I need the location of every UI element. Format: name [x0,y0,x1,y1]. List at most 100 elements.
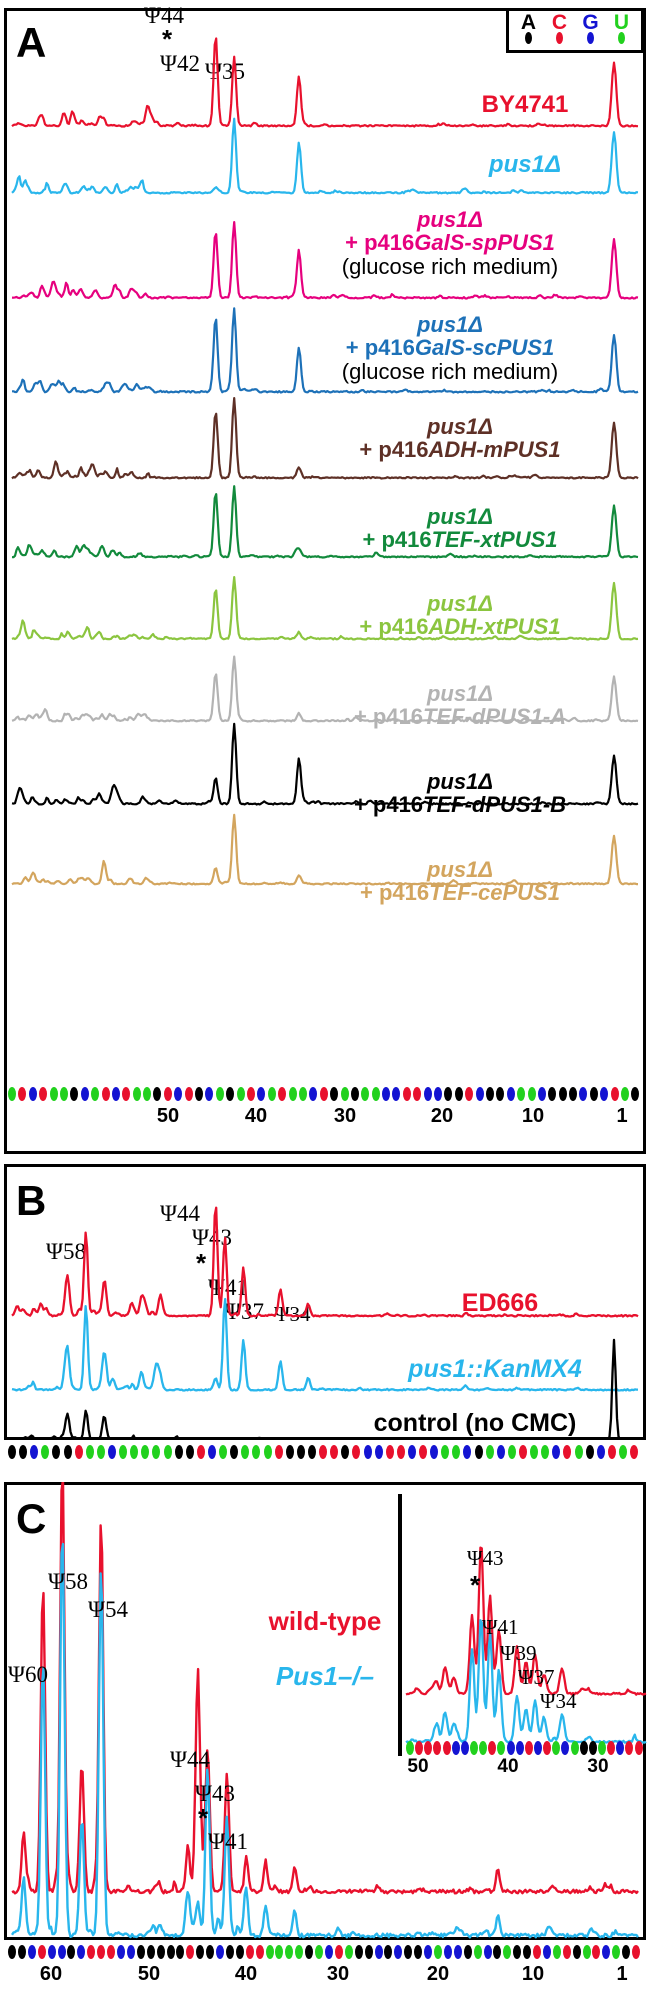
base-marker [602,1945,611,1959]
base-marker [563,1445,572,1459]
base-marker [67,1945,76,1959]
base-marker [433,1945,442,1959]
trace-line [12,307,639,394]
base-marker [463,1945,472,1959]
base-marker [141,1445,150,1459]
base-marker [207,1445,216,1459]
base-marker [451,1741,460,1755]
base-marker [496,1445,505,1459]
base-marker [274,1445,283,1459]
base-marker [415,1741,424,1755]
base-marker [474,1445,483,1459]
base-marker [600,1087,609,1101]
base-marker [632,1945,641,1959]
panel-c [4,1482,646,1940]
base-marker [307,1445,316,1459]
base-marker [37,1945,46,1959]
base-marker [257,1087,266,1101]
base-marker [424,1945,433,1959]
t8-l2-b: TEF-dPUS1-B [423,792,567,818]
base-marker [215,1087,224,1101]
panel-a [4,8,646,1154]
trace-label-gals-scpus1: pus1Δ + p416GalS-scPUS1 (glucose rich me… [280,313,620,383]
base-marker [136,1945,145,1959]
base-marker [517,1087,526,1101]
axis-tick: 40 [234,1963,258,1985]
base-marker [107,1945,116,1959]
base-marker [8,1087,16,1101]
base-marker [74,1445,83,1459]
base-marker [424,1741,433,1755]
base-marker [265,1945,274,1959]
base-marker [166,1945,175,1959]
base-marker [507,1445,516,1459]
axis-tick: 50 [137,1963,161,1985]
base-marker [483,1945,492,1959]
base-marker [596,1445,605,1459]
base-marker [107,1445,116,1459]
base-marker [96,1445,105,1459]
base-marker [111,1087,120,1101]
base-marker [630,1445,639,1459]
panel-b-letter: B [16,1177,47,1224]
legend-dot-u-icon [618,32,625,44]
base-marker [206,1945,215,1959]
base-marker [41,1445,50,1459]
base-marker [8,1945,16,1959]
base-marker [392,1087,401,1101]
t9-l2-a: + p416 [360,880,430,906]
inset-annotation-star: * [470,1570,481,1600]
base-marker [579,1741,588,1755]
legend-base-a: A [520,10,537,34]
base-marker [537,1087,546,1101]
base-marker [506,1087,515,1101]
base-marker [548,1087,557,1101]
annotation-psi42-a: Ψ42 [160,51,200,76]
base-marker [230,1445,239,1459]
legend-dot-u-wrap [611,31,633,49]
t4-l2-b: ADH-mPUS1 [428,437,561,463]
base-marker [330,1087,339,1101]
base-marker [330,1445,339,1459]
base-marker [216,1945,225,1959]
base-marker [414,1945,423,1959]
trace-label-adh-xtpus1: pus1Δ + p416ADH-xtPUS1 [300,592,620,639]
t9-l2-b: TEF-cePUS1 [429,880,560,906]
base-marker [475,1087,484,1101]
legend-base-c: C [551,10,568,34]
base-marker [59,1087,68,1101]
base-marker [126,1945,135,1959]
base-marker [174,1445,183,1459]
annotation-psi43-c: Ψ43 [195,1781,235,1806]
base-marker [18,1087,27,1101]
base-marker [597,1741,606,1755]
base-marker [319,1087,328,1101]
axis-c: 60 50 40 30 20 10 1 [8,1964,642,1986]
base-marker [245,1945,254,1959]
base-marker [352,1445,361,1459]
annotation-psi43-b: Ψ43 [192,1225,232,1250]
base-marker [413,1087,422,1101]
base-marker [176,1945,185,1959]
base-marker [585,1445,594,1459]
base-marker [325,1945,333,1959]
axis-tick: 1 [616,1105,628,1127]
base-marker [30,1445,39,1459]
panel-a-traces [11,37,639,886]
panel-b [4,1164,646,1440]
trace-label-tef-cepus1-line2: + p416TEF-cePUS1 [300,881,620,904]
trace-line [11,1338,639,1440]
base-marker [530,1445,539,1459]
base-marker [452,1445,461,1459]
trace-label-tef-dpus1-a: pus1Δ + p416TEF-dPUS1-A [300,682,620,729]
trace-label-gals-sppus1-line3: (glucose rich medium) [341,253,559,279]
base-marker [533,1741,542,1755]
base-marker [396,1445,405,1459]
base-marker [588,1741,597,1755]
t6-l2-a: + p416 [359,614,429,640]
base-marker [542,1945,551,1959]
base-marker [87,1945,96,1959]
base-marker [479,1741,488,1755]
t5-l2-b: TEF-xtPUS1 [431,527,558,553]
base-marker [52,1445,61,1459]
